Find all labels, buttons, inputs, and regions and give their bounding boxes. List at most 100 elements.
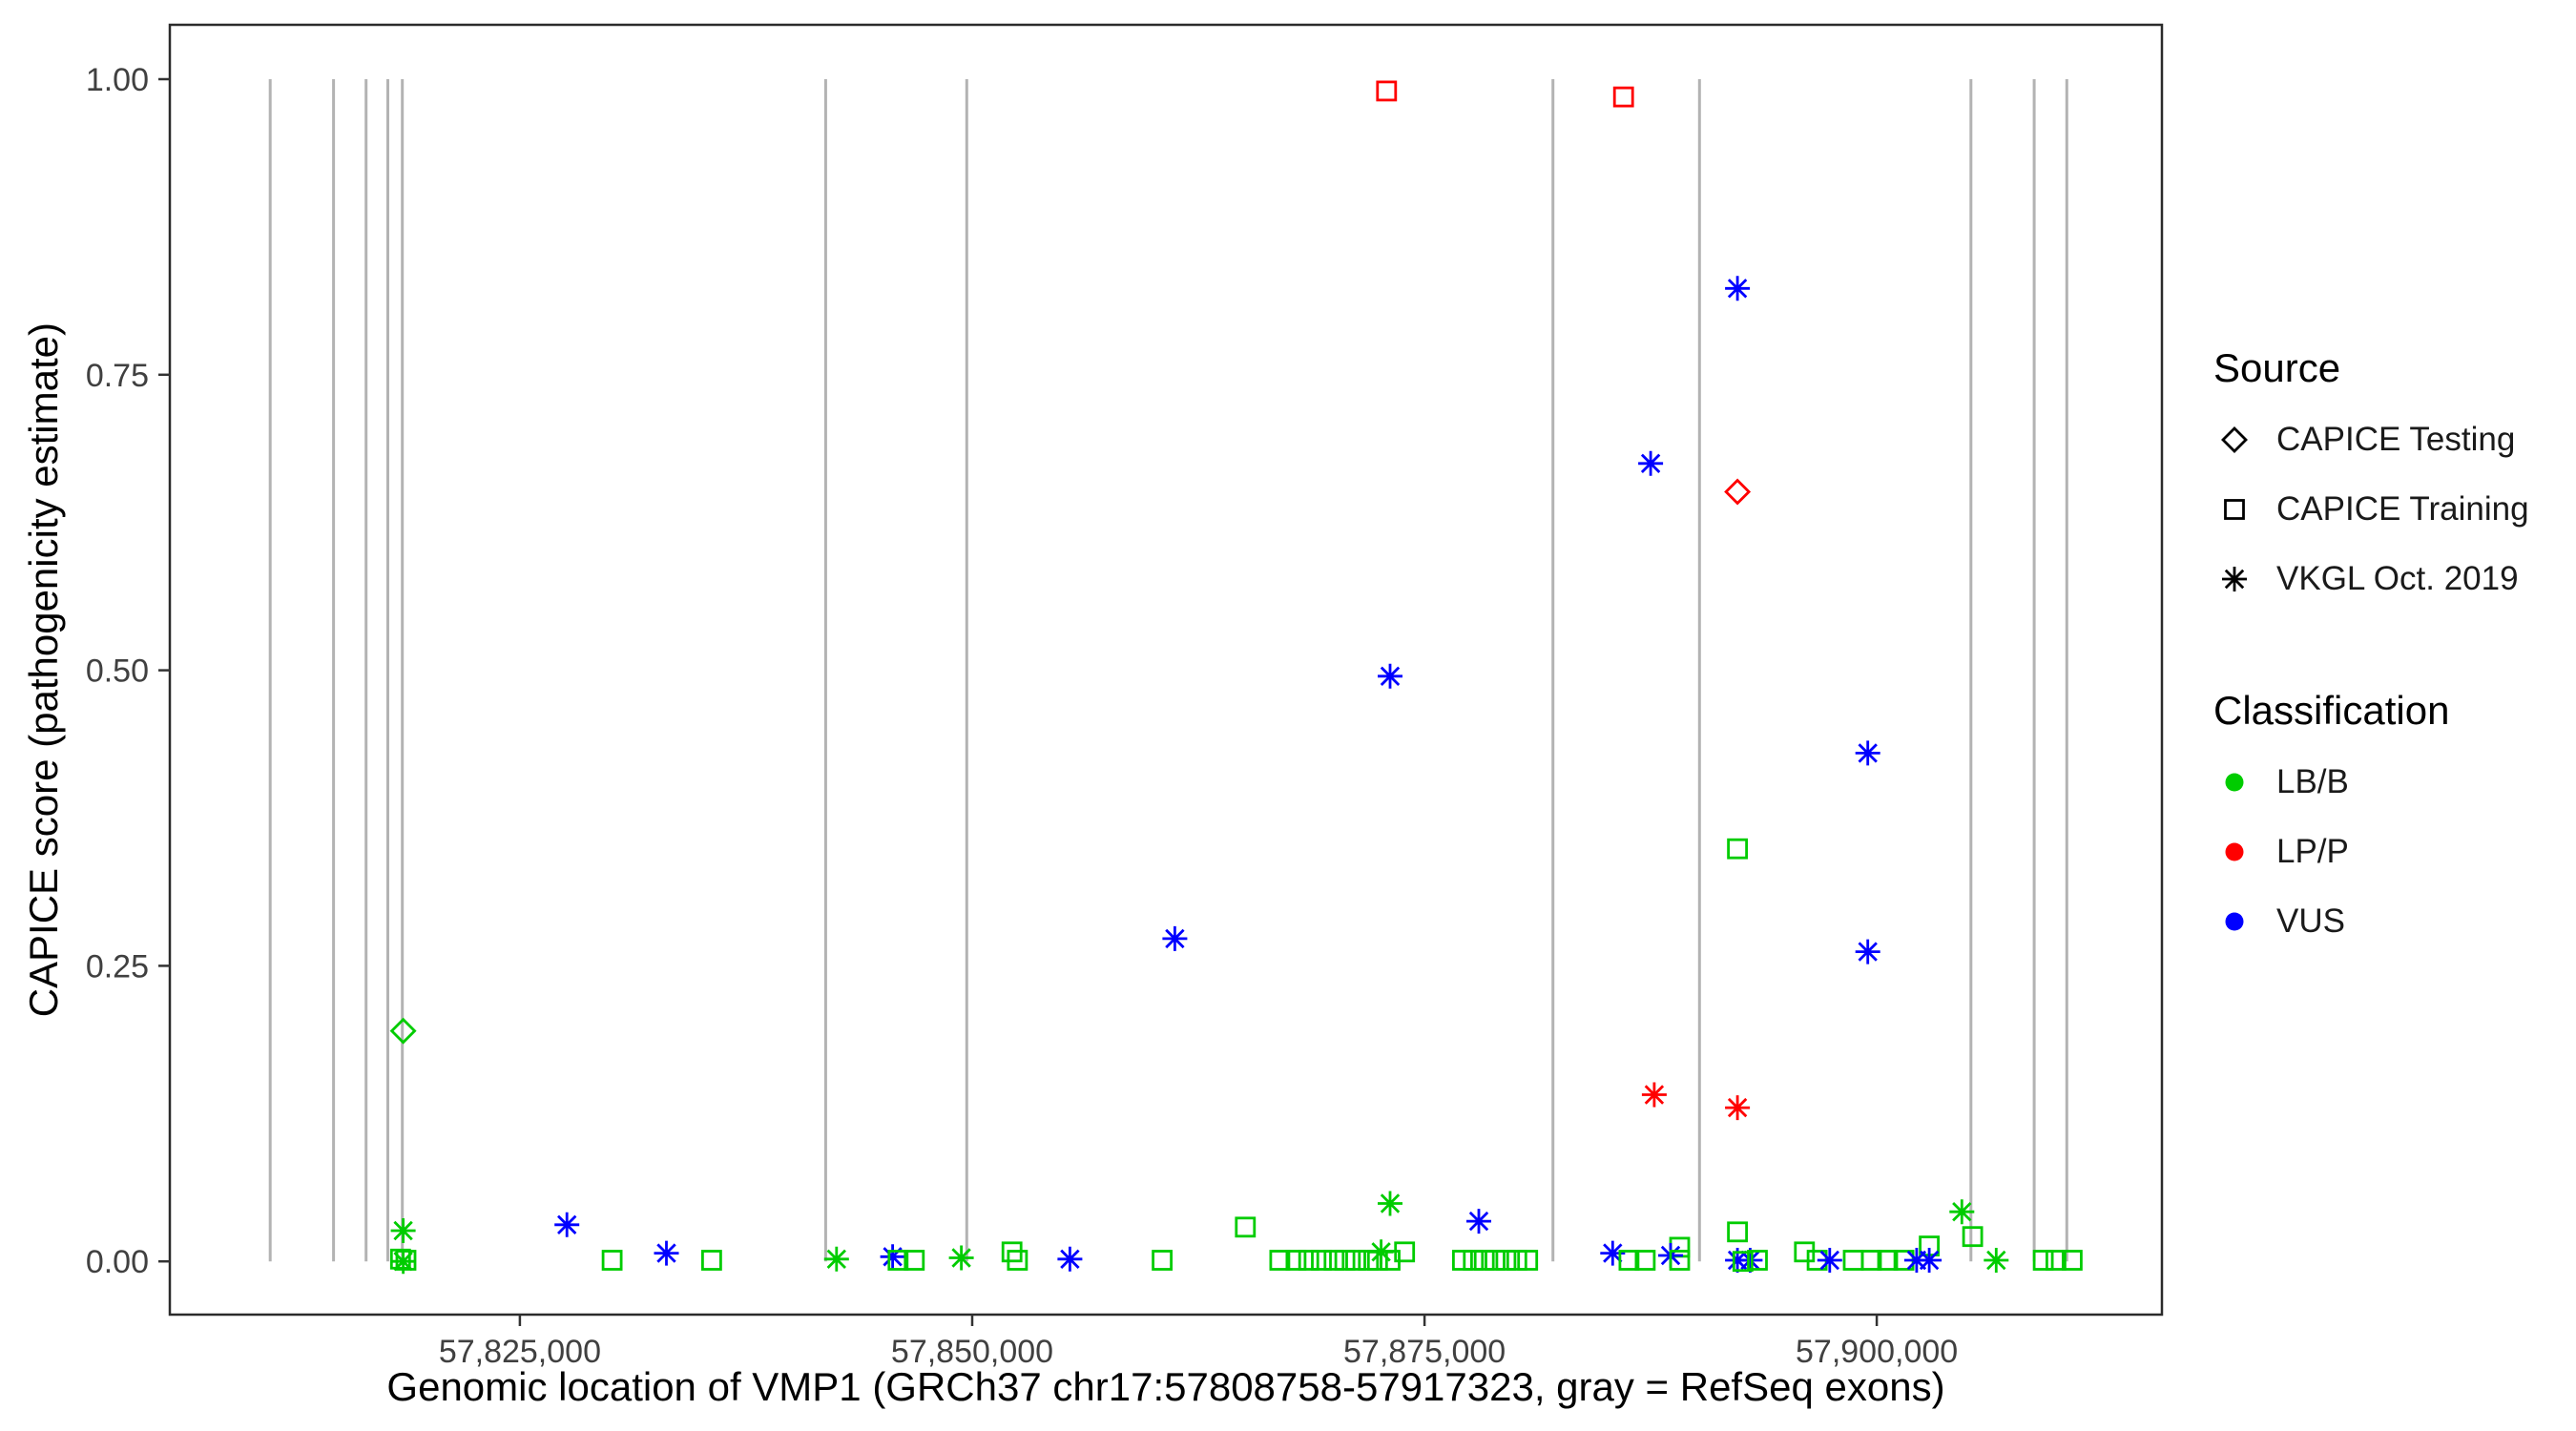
data-point-square	[1962, 1226, 1984, 1248]
red-dot-icon	[2225, 842, 2244, 861]
data-point-asterisk	[823, 1246, 849, 1272]
panel-border	[168, 23, 2164, 1317]
legend-label-vus: VUS	[2276, 902, 2345, 940]
data-point-square	[1634, 1250, 1656, 1271]
data-point-square	[1007, 1250, 1028, 1271]
x-tick-label: 57,850,000	[891, 1334, 1053, 1370]
data-point-square	[1727, 1221, 1748, 1243]
y-tick-label: 0.75	[86, 358, 149, 394]
data-point-square	[1334, 1250, 1356, 1271]
legend-group-classification: Classification LB/B LP/P VUS	[2213, 688, 2566, 956]
y-tick-label: 0.00	[86, 1244, 149, 1280]
data-point-asterisk	[390, 1249, 416, 1275]
data-point-asterisk	[948, 1245, 974, 1271]
legend-item-capice-training: CAPICE Training	[2213, 474, 2566, 544]
data-point-square	[1517, 1250, 1539, 1271]
data-point-asterisk	[1378, 663, 1402, 689]
y-tick-label: 0.25	[86, 948, 149, 985]
data-point-asterisk	[1984, 1248, 2009, 1273]
legend-item-lbb: LB/B	[2213, 747, 2566, 817]
square-icon	[2224, 498, 2245, 520]
data-point-asterisk	[1162, 925, 1188, 951]
data-point-square	[887, 1250, 909, 1271]
data-point-square	[1495, 1250, 1517, 1271]
data-point-square	[1311, 1250, 1332, 1271]
y-tick-label: 0.50	[86, 653, 149, 690]
data-point-square	[1747, 1250, 1768, 1271]
x-tick-label: 57,875,000	[1343, 1334, 1506, 1370]
data-point-square	[1485, 1250, 1506, 1271]
legend-item-capice-testing: CAPICE Testing	[2213, 404, 2566, 474]
data-point-square	[1727, 838, 1748, 860]
data-point-square	[1732, 1251, 1754, 1273]
data-point-square	[1860, 1250, 1882, 1271]
data-point-asterisk	[1855, 740, 1880, 766]
data-point-square	[1152, 1250, 1173, 1271]
x-tick-label: 57,900,000	[1796, 1334, 1958, 1370]
data-point-asterisk	[1917, 1248, 1942, 1273]
data-point-square	[1366, 1250, 1388, 1271]
legend-label-lbb: LB/B	[2276, 762, 2349, 800]
legend-label-capice-testing: CAPICE Testing	[2276, 420, 2516, 458]
legend-group-source: Source CAPICE Testing CAPICE Training VK…	[2213, 345, 2566, 613]
data-point-asterisk	[880, 1244, 905, 1270]
legend-label-capice-training: CAPICE Training	[2276, 489, 2529, 528]
legend-title-source: Source	[2213, 345, 2341, 390]
data-point-asterisk	[1903, 1248, 1929, 1273]
data-point-square	[1235, 1216, 1257, 1238]
data-point-diamond	[1724, 478, 1752, 506]
data-point-asterisk	[1600, 1240, 1626, 1266]
legend-title-classification: Classification	[2213, 688, 2450, 733]
data-point-square	[1285, 1250, 1307, 1271]
data-point-square	[904, 1250, 925, 1271]
data-point-asterisk	[1725, 1095, 1751, 1121]
legend: Source CAPICE Testing CAPICE Training VK…	[2213, 345, 2566, 956]
green-dot-icon	[2225, 773, 2244, 791]
x-tick-label: 57,825,000	[439, 1334, 601, 1370]
data-point-square	[2032, 1250, 2054, 1271]
data-point-asterisk	[1641, 1082, 1667, 1108]
data-point-square	[1298, 1250, 1319, 1271]
data-point-asterisk	[1817, 1248, 1842, 1273]
data-point-square	[1618, 1250, 1640, 1271]
data-point-square	[1345, 1250, 1366, 1271]
data-point-diamond	[389, 1017, 417, 1045]
data-point-square	[1463, 1250, 1485, 1271]
data-point-asterisk	[554, 1212, 580, 1237]
legend-item-vus: VUS	[2213, 886, 2566, 956]
asterisk-icon	[2222, 566, 2247, 591]
data-point-asterisk	[1638, 450, 1664, 476]
diamond-icon	[2221, 425, 2248, 453]
data-point-square	[701, 1250, 722, 1271]
data-point-asterisk	[1057, 1246, 1083, 1272]
blue-dot-icon	[2225, 912, 2244, 930]
data-point-square	[2045, 1250, 2067, 1271]
y-axis-title: CAPICE score (pathogenicity estimate)	[21, 321, 66, 1018]
data-point-square	[2061, 1250, 2083, 1271]
data-point-asterisk	[390, 1218, 416, 1243]
data-point-asterisk	[1725, 276, 1751, 301]
x-axis-title: Genomic location of VMP1 (GRCh37 chr17:5…	[386, 1364, 1945, 1409]
data-point-square	[1473, 1250, 1495, 1271]
legend-item-lpp: LP/P	[2213, 817, 2566, 886]
y-tick-label: 1.00	[86, 62, 149, 98]
data-point-square	[601, 1250, 623, 1271]
legend-label-vkgl: VKGL Oct. 2019	[2276, 559, 2519, 597]
data-point-asterisk	[1378, 1191, 1402, 1216]
data-point-square	[1376, 80, 1398, 102]
data-point-square	[1380, 1250, 1401, 1271]
data-point-asterisk	[1737, 1248, 1763, 1273]
data-point-asterisk	[654, 1240, 679, 1266]
data-point-asterisk	[1855, 939, 1880, 964]
data-point-asterisk	[1949, 1199, 1975, 1225]
data-point-asterisk	[1466, 1209, 1491, 1234]
data-point-square	[1506, 1250, 1527, 1271]
data-point-square	[1612, 86, 1634, 108]
data-point-square	[1842, 1250, 1864, 1271]
legend-item-vkgl: VKGL Oct. 2019	[2213, 544, 2566, 613]
data-point-asterisk	[1725, 1248, 1751, 1273]
legend-label-lpp: LP/P	[2276, 832, 2349, 870]
data-point-square	[1269, 1250, 1291, 1271]
